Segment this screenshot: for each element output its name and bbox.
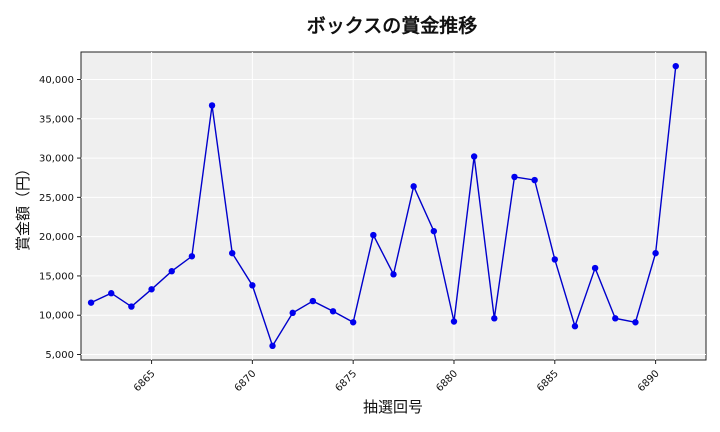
data-point (329, 308, 337, 315)
x-tick-label: 6885 (535, 368, 561, 394)
data-point (672, 62, 679, 70)
data-point (269, 342, 276, 350)
series-line (90, 66, 677, 348)
x-tick-label: 6875 (334, 368, 360, 394)
data-point (309, 297, 317, 305)
y-tick-label: 40,000 (39, 75, 74, 86)
y-axis-label: 賞金額（円） (14, 161, 32, 251)
data-point (148, 286, 155, 293)
y-tick-label: 10,000 (39, 311, 74, 322)
data-point (632, 319, 639, 326)
y-tick-label: 25,000 (39, 193, 74, 204)
y-tick-label: 35,000 (39, 114, 74, 125)
data-point (410, 183, 417, 190)
y-tick-label: 30,000 (39, 154, 74, 165)
data-point (390, 271, 397, 278)
data-point (128, 303, 135, 310)
data-points (87, 62, 679, 350)
data-point (491, 315, 498, 322)
data-point (370, 231, 377, 239)
chart-title: ボックスの賞金推移 (307, 14, 477, 37)
x-tick-label: 6880 (434, 368, 460, 394)
y-axis-ticks: 5,000 10,000 15,000 20,000 25,000 30,000 35,00… (39, 75, 81, 361)
data-point (450, 318, 458, 325)
x-tick-label: 6865 (132, 368, 158, 394)
x-axis-label: 抽選回号 (363, 398, 423, 416)
data-point (87, 299, 95, 306)
data-point (652, 249, 659, 257)
data-point (612, 315, 619, 322)
x-tick-label: 6890 (636, 368, 662, 394)
data-point (229, 249, 236, 257)
x-tick-label: 6870 (233, 368, 259, 394)
data-point (591, 264, 599, 272)
grid-lines (81, 52, 706, 360)
x-axis-ticks: 6865 6870 6875 6880 6885 6890 (132, 360, 662, 394)
y-tick-label: 5,000 (45, 350, 74, 361)
data-point (188, 253, 196, 260)
y-tick-label: 15,000 (39, 271, 74, 282)
data-point (168, 268, 175, 275)
data-point (289, 309, 296, 317)
data-point (511, 173, 518, 181)
data-point (349, 319, 357, 326)
data-point (551, 256, 558, 263)
data-point (249, 282, 256, 289)
data-point (470, 153, 478, 160)
plot-area (80, 51, 707, 361)
data-point (571, 323, 579, 330)
y-tick-label: 20,000 (39, 232, 74, 243)
data-point (208, 102, 216, 109)
data-point (430, 227, 438, 235)
data-point (108, 290, 115, 297)
data-point (531, 176, 538, 184)
